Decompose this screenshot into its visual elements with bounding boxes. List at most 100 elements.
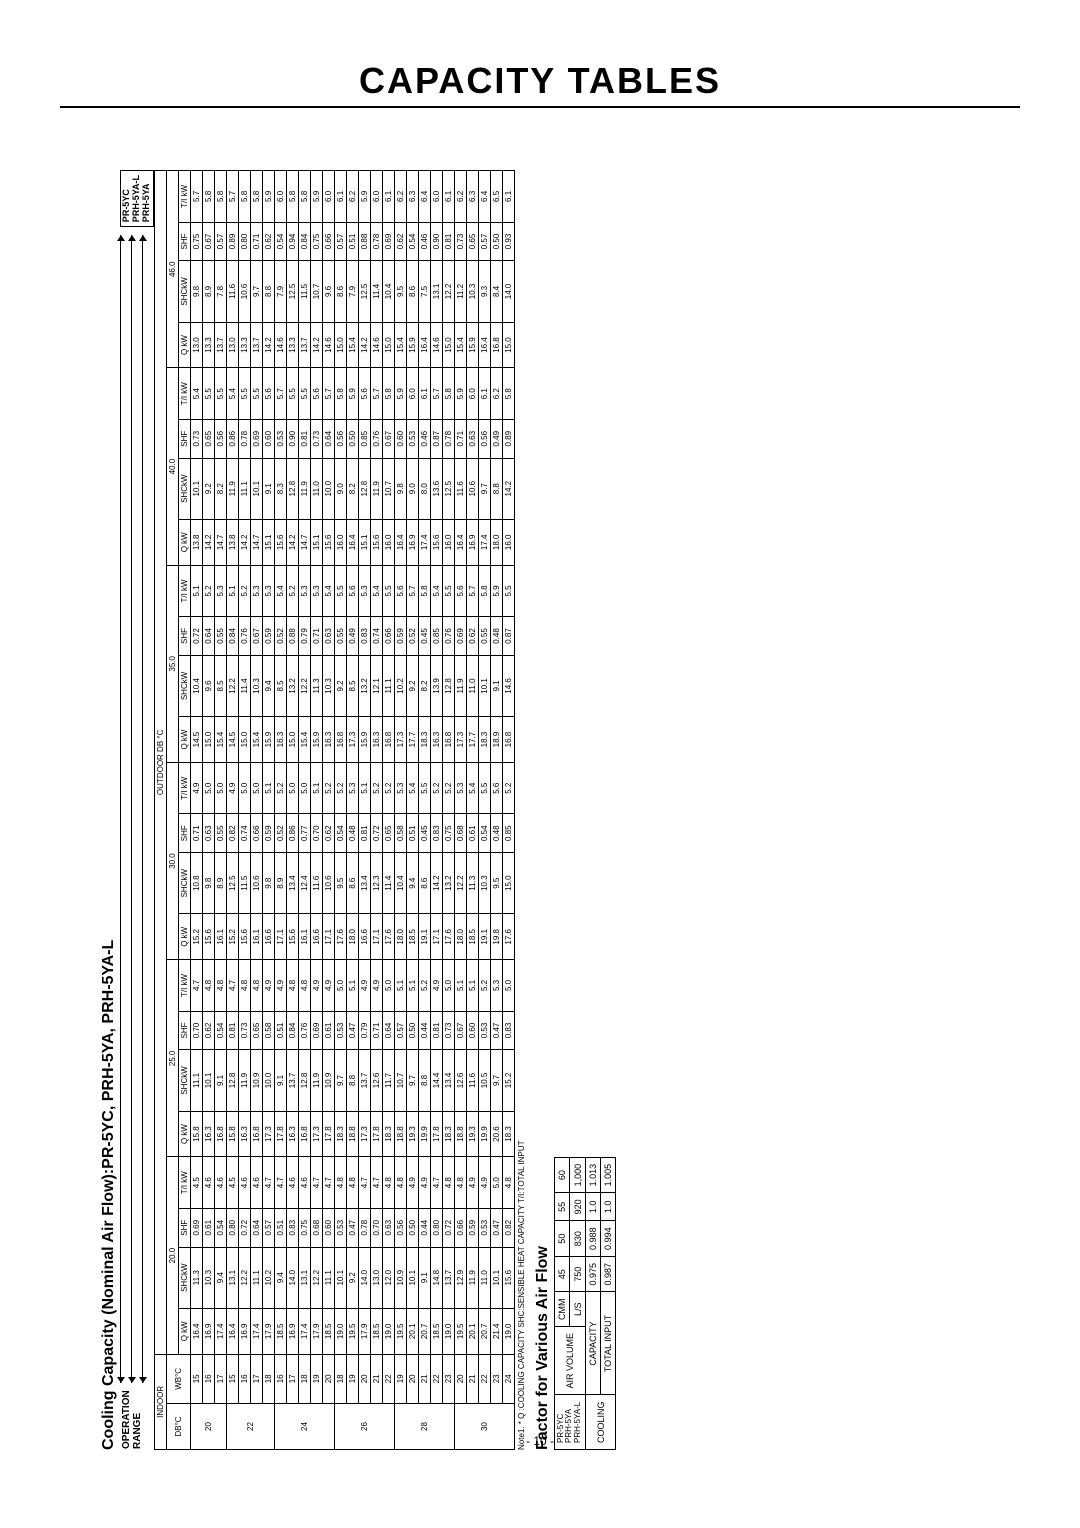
factor-table: PR-5YC PRH-5YA PRH-5YA-L AIR VOLUME CMM … (554, 1157, 616, 1450)
data-cell: 12.2 (442, 261, 454, 322)
data-cell: 5.3 (394, 762, 406, 814)
data-cell: 17.3 (346, 717, 358, 763)
data-cell: 4.8 (502, 1157, 514, 1209)
data-cell: 4.8 (442, 1157, 454, 1209)
data-cell: 16.8 (214, 1111, 226, 1157)
data-cell: 5.2 (478, 960, 490, 1012)
data-cell: 9.4 (214, 1247, 226, 1308)
data-cell: 4.9 (274, 960, 286, 1012)
data-cell: 20.1 (466, 1308, 478, 1354)
data-cell: 18.5 (406, 914, 418, 960)
data-cell: 15.9 (466, 322, 478, 368)
data-cell: 8.6 (334, 261, 346, 322)
data-cell: 8.5 (274, 655, 286, 716)
data-cell: 14.7 (250, 519, 262, 565)
data-cell: 4.6 (238, 1157, 250, 1209)
data-cell: 15.6 (274, 519, 286, 565)
data-cell: 0.81 (430, 1011, 442, 1050)
data-cell: 11.0 (310, 458, 322, 519)
data-cell: 12.2 (298, 655, 310, 716)
data-cell: 5.1 (226, 565, 238, 617)
wb-cell: 15 (190, 1354, 202, 1403)
data-cell: 12.2 (226, 655, 238, 716)
data-cell: 19.3 (406, 1111, 418, 1157)
data-cell: 0.66 (382, 617, 394, 656)
data-cell: 10.6 (250, 853, 262, 914)
data-cell: 0.65 (202, 420, 214, 459)
data-cell: 6.0 (406, 368, 418, 420)
data-cell: 5.2 (322, 762, 334, 814)
data-cell: 8.9 (274, 853, 286, 914)
data-cell: 11.3 (466, 853, 478, 914)
data-cell: 4.9 (370, 960, 382, 1012)
wb-cell: 17 (286, 1354, 298, 1403)
data-cell: 4.7 (262, 1157, 274, 1209)
wb-cell: 24 (502, 1354, 514, 1403)
data-cell: 5.0 (442, 960, 454, 1012)
data-cell: 11.0 (466, 655, 478, 716)
data-cell: 0.62 (466, 617, 478, 656)
subcol-2: SHF (178, 1011, 190, 1050)
data-cell: 0.73 (454, 222, 466, 261)
data-cell: 13.7 (250, 322, 262, 368)
data-cell: 0.67 (202, 222, 214, 261)
data-cell: 0.90 (286, 420, 298, 459)
data-cell: 5.3 (358, 565, 370, 617)
data-cell: 0.46 (418, 222, 430, 261)
data-cell: 0.66 (250, 814, 262, 853)
data-cell: 5.9 (346, 368, 358, 420)
data-cell: 5.8 (442, 368, 454, 420)
data-cell: 0.56 (478, 420, 490, 459)
data-cell: 10.3 (478, 853, 490, 914)
data-cell: 10.5 (478, 1050, 490, 1111)
data-cell: 13.9 (430, 655, 442, 716)
data-cell: 0.47 (490, 1011, 502, 1050)
data-cell: 0.94 (286, 222, 298, 261)
outdoor-header: OUTDOOR DB °C (154, 171, 166, 1355)
data-cell: 5.1 (346, 960, 358, 1012)
data-cell: 0.65 (250, 1011, 262, 1050)
data-cell: 17.3 (454, 717, 466, 763)
data-cell: 10.4 (394, 853, 406, 914)
data-cell: 0.61 (322, 1011, 334, 1050)
data-cell: 13.3 (238, 322, 250, 368)
data-cell: 9.7 (478, 458, 490, 519)
data-cell: 0.75 (298, 1209, 310, 1248)
ls-3: 1,000 (570, 1157, 586, 1193)
data-cell: 0.76 (298, 1011, 310, 1050)
data-cell: 0.87 (502, 617, 514, 656)
data-cell: 4.7 (358, 1157, 370, 1209)
data-cell: 16.3 (370, 717, 382, 763)
data-cell: 5.5 (238, 368, 250, 420)
data-cell: 0.57 (262, 1209, 274, 1248)
data-cell: 17.8 (322, 1111, 334, 1157)
data-cell: 0.62 (262, 222, 274, 261)
db-cell: 20 (190, 1403, 226, 1449)
data-cell: 5.6 (310, 368, 322, 420)
outdoor-temp-3: 35.0 (166, 565, 178, 762)
data-cell: 6.0 (430, 171, 442, 223)
data-cell: 19.1 (418, 914, 430, 960)
data-cell: 5.8 (202, 171, 214, 223)
data-cell: 10.7 (394, 1050, 406, 1111)
data-cell: 11.1 (250, 1247, 262, 1308)
subcol-2: SHF (178, 617, 190, 656)
data-cell: 0.89 (502, 420, 514, 459)
subcol-2: SHF (178, 814, 190, 853)
data-cell: 6.0 (370, 171, 382, 223)
data-cell: 4.9 (226, 762, 238, 814)
data-cell: 0.64 (250, 1209, 262, 1248)
data-cell: 15.8 (190, 1111, 202, 1157)
data-cell: 14.2 (262, 322, 274, 368)
data-cell: 0.75 (442, 814, 454, 853)
data-cell: 4.9 (466, 1157, 478, 1209)
data-cell: 0.46 (418, 420, 430, 459)
outdoor-temp-4: 40.0 (166, 368, 178, 565)
data-cell: 6.1 (442, 171, 454, 223)
outdoor-temp-5: 46.0 (166, 171, 178, 368)
data-cell: 4.9 (406, 1157, 418, 1209)
data-cell: 15.1 (262, 519, 274, 565)
data-cell: 13.2 (286, 655, 298, 716)
data-cell: 4.7 (274, 1157, 286, 1209)
wb-cell: 15 (226, 1354, 238, 1403)
